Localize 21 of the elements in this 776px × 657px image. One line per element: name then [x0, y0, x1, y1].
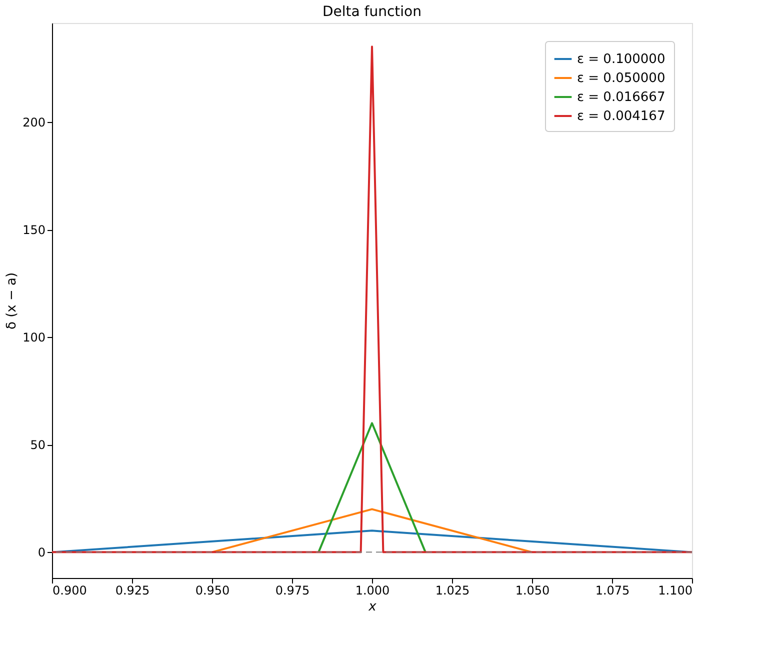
x-axis-title: x	[368, 600, 377, 614]
x-tick-label: 1.050	[515, 584, 550, 598]
x-tick-label: 1.025	[435, 584, 470, 598]
y-axis-title: δ (x − a)	[4, 272, 20, 330]
x-tick-label: 1.100	[658, 584, 692, 598]
y-tick-label: 200	[22, 115, 46, 130]
chart-title: Delta function	[322, 4, 422, 20]
y-tick-label: 150	[22, 223, 46, 238]
legend-label: ε = 0.100000	[577, 52, 666, 67]
legend-label: ε = 0.016667	[577, 90, 666, 105]
x-tick-label: 0.925	[115, 584, 150, 598]
x-tick-label: 0.975	[275, 584, 310, 598]
y-tick-label: 100	[22, 330, 46, 345]
x-tick-label: 0.900	[52, 584, 87, 598]
legend-label: ε = 0.004167	[577, 109, 666, 124]
x-tick-label: 1.000	[355, 584, 390, 598]
y-tick-label: 0	[38, 546, 46, 560]
x-tick-label: 0.950	[195, 584, 230, 598]
y-tick-label: 50	[30, 438, 46, 452]
x-tick-label: 1.075	[595, 584, 630, 598]
legend-label: ε = 0.050000	[577, 71, 666, 86]
